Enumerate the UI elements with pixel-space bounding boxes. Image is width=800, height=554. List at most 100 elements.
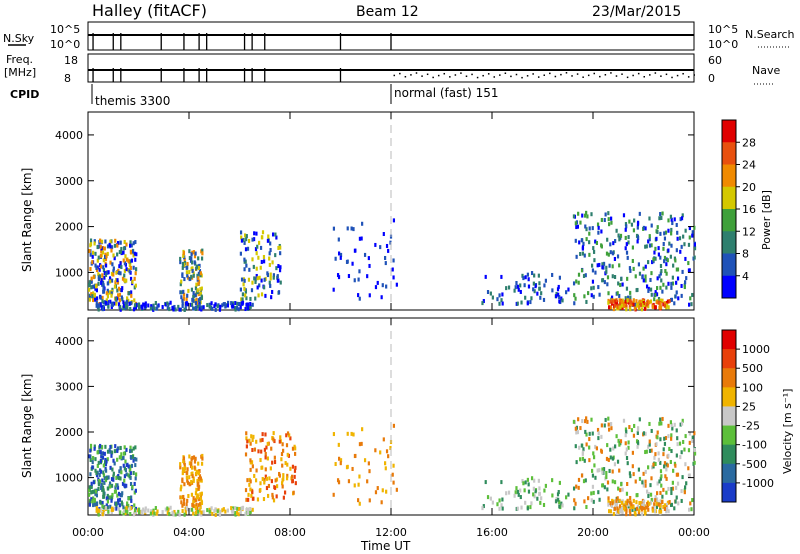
power-cell — [652, 257, 655, 262]
nave-point — [687, 76, 690, 78]
velocity-cell — [198, 508, 201, 513]
power-cell — [88, 287, 91, 292]
power-cell — [612, 307, 615, 312]
velocity-cell — [125, 472, 128, 477]
power-cell — [682, 234, 685, 239]
power-cell — [660, 215, 663, 220]
power-cell — [607, 305, 611, 310]
velocity-cell — [629, 500, 632, 505]
nave-point — [610, 72, 612, 74]
power-cell — [392, 258, 395, 263]
power-cell — [201, 248, 204, 253]
power-cell — [653, 305, 657, 310]
velocity-cell — [486, 495, 490, 500]
velocity-cell — [293, 451, 297, 456]
power-cell — [609, 305, 612, 310]
velocity-cell — [659, 417, 662, 422]
velocity-cell — [102, 494, 106, 499]
power-cell — [241, 292, 245, 297]
power-cell — [606, 275, 610, 280]
power-cell — [647, 288, 650, 293]
velocity-cell — [113, 449, 117, 454]
velocity-cell — [610, 422, 613, 427]
velocity-cell — [588, 431, 591, 436]
velocity-cell — [249, 441, 252, 446]
velocity-cell — [282, 473, 285, 478]
power-cell — [654, 293, 657, 298]
velocity-cell — [98, 449, 101, 454]
velocity-cell — [608, 427, 611, 432]
nave-point — [532, 73, 534, 75]
velocity-cell — [685, 481, 688, 486]
power-cell — [629, 290, 632, 295]
power-cell — [244, 247, 248, 252]
velocity-cell — [117, 498, 120, 503]
cpid-mode-1: themis 3300 — [95, 94, 170, 108]
power-cell — [257, 293, 260, 298]
power-cell — [675, 280, 678, 285]
power-cell — [650, 243, 653, 248]
velocity-cell — [551, 478, 554, 483]
power-cell — [132, 307, 136, 312]
velocity-cell — [288, 433, 291, 438]
power-cell — [103, 246, 106, 251]
velocity-cell — [524, 480, 527, 485]
velocity-cell — [334, 462, 337, 467]
velocity-cell — [591, 431, 594, 436]
power-cell — [127, 298, 130, 303]
velocity-cell — [154, 506, 157, 511]
velocity-cell — [620, 482, 623, 487]
velocity-cell — [572, 486, 576, 491]
velocity-cell — [95, 506, 98, 511]
velocity-cell — [649, 483, 652, 488]
power-cell — [573, 301, 576, 306]
power-cell — [134, 267, 138, 272]
power-cell — [591, 226, 594, 231]
power-cell — [687, 242, 691, 247]
power-cell — [659, 271, 662, 276]
velocity-cell — [663, 441, 667, 446]
power-cell — [532, 281, 535, 286]
power-cell — [114, 238, 117, 243]
velocity-cell — [166, 511, 169, 516]
velocity-cell — [631, 450, 634, 455]
velocity-cell — [679, 422, 682, 427]
power-cell — [624, 227, 627, 232]
power-cell — [239, 251, 242, 256]
velocity-cell — [92, 489, 95, 494]
power-cell — [102, 289, 106, 294]
velocity-cell — [600, 423, 603, 428]
velocity-cell — [292, 490, 295, 495]
power-cell — [104, 272, 108, 277]
nave-point — [637, 72, 640, 75]
power-cell — [588, 252, 591, 257]
velocity-cell — [670, 491, 673, 496]
velocity-cell — [663, 436, 666, 441]
power-cell — [181, 273, 184, 278]
velocity-cell — [197, 471, 200, 476]
velocity-cell — [529, 505, 532, 510]
power-cell — [133, 251, 136, 256]
power-cell — [194, 286, 198, 291]
power-cell — [665, 262, 668, 267]
power-cell — [392, 218, 396, 223]
power-cell — [542, 297, 546, 302]
velocity-cell — [674, 463, 677, 468]
velocity-cell — [585, 432, 588, 437]
power-cell — [190, 274, 193, 279]
power-cell — [674, 258, 677, 263]
power-cell — [676, 236, 679, 241]
nsearch-label: N.Search — [745, 28, 795, 41]
power-cell — [530, 271, 534, 276]
velocity-cell — [650, 428, 653, 433]
velocity-cell — [257, 449, 260, 454]
power-cell — [255, 251, 258, 256]
power-cell — [260, 292, 264, 297]
power-cell — [112, 253, 115, 258]
power-cell — [629, 268, 632, 273]
velocity-cell — [233, 511, 236, 516]
velocity-cell — [603, 423, 606, 428]
power-colorbar-swatch — [722, 275, 736, 299]
velocity-cell — [206, 508, 209, 513]
